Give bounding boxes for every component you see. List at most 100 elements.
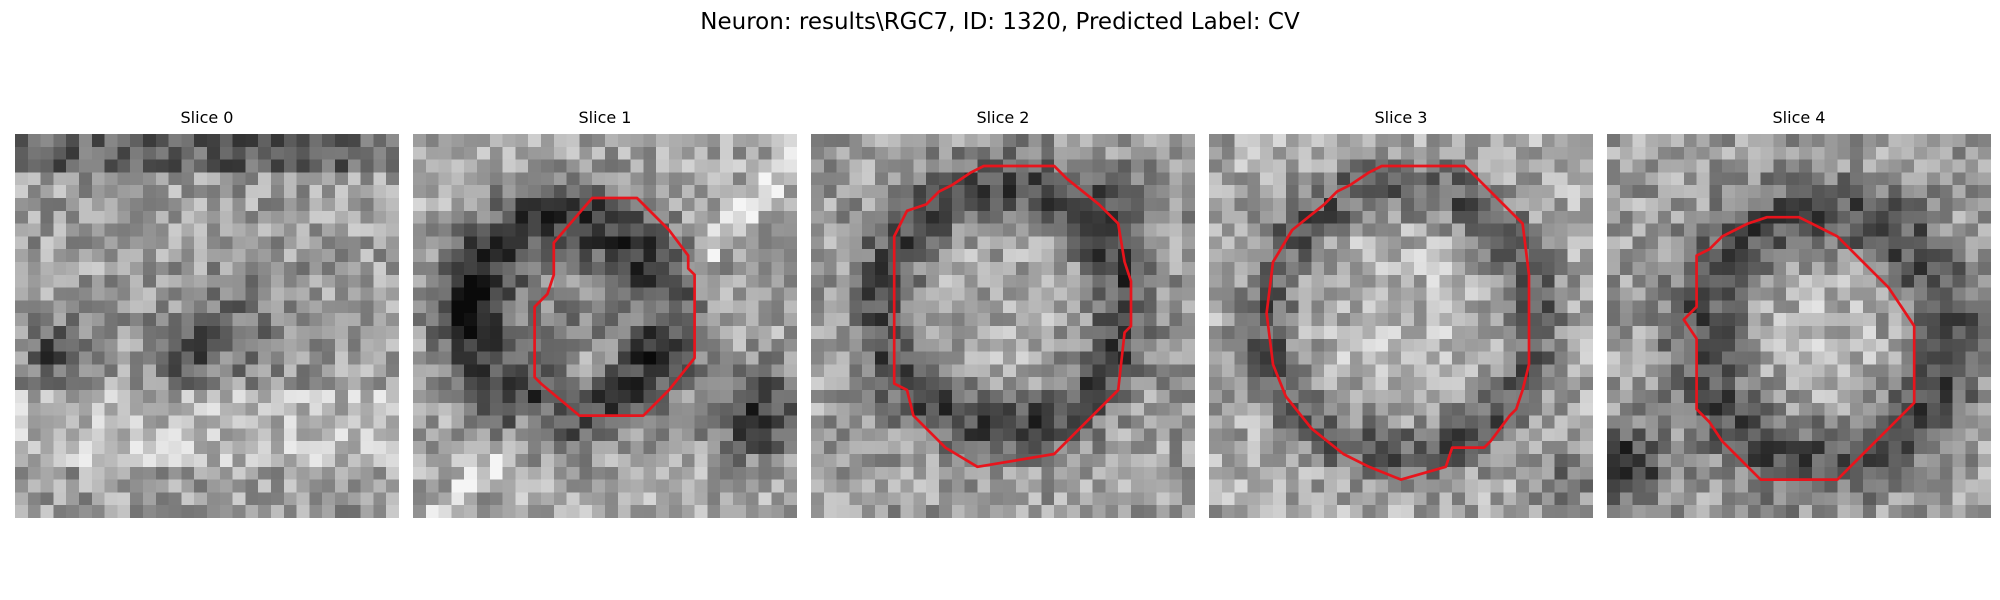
image-pixel [413, 262, 427, 276]
image-pixel [271, 351, 285, 365]
image-pixel [1452, 402, 1466, 416]
image-pixel [232, 454, 246, 468]
image-pixel [592, 210, 606, 224]
image-pixel [477, 364, 491, 378]
image-pixel [643, 287, 657, 301]
image-pixel [117, 274, 131, 288]
image-pixel [386, 172, 399, 186]
image-pixel [1285, 134, 1299, 148]
image-pixel [181, 287, 195, 301]
image-pixel [502, 159, 516, 173]
image-pixel [219, 454, 233, 468]
image-pixel [40, 479, 54, 493]
image-pixel [1169, 236, 1183, 250]
image-pixel [1041, 249, 1055, 263]
image-pixel [347, 454, 361, 468]
image-pixel [1799, 415, 1813, 429]
image-pixel [1324, 313, 1338, 327]
image-pixel [219, 172, 233, 186]
image-pixel [1773, 377, 1787, 391]
image-pixel [283, 185, 297, 199]
image-pixel [771, 466, 785, 480]
image-pixel [1375, 210, 1389, 224]
image-pixel [360, 236, 374, 250]
image-pixel [309, 236, 323, 250]
image-pixel [1079, 146, 1093, 160]
image-pixel [939, 185, 953, 199]
image-pixel [1683, 236, 1697, 250]
image-pixel [1965, 274, 1979, 288]
image-pixel [40, 287, 54, 301]
image-pixel [771, 274, 785, 288]
image-pixel [758, 300, 772, 314]
image-pixel [681, 223, 695, 237]
image-pixel [451, 223, 465, 237]
image-pixel [900, 146, 914, 160]
image-pixel [373, 300, 387, 314]
image-pixel [117, 364, 131, 378]
image-pixel [1092, 415, 1106, 429]
image-pixel [386, 159, 399, 173]
slice-panel-3: Slice 3 [1209, 108, 1593, 518]
image-pixel [875, 146, 889, 160]
image-pixel [155, 249, 169, 263]
image-pixel [1465, 402, 1479, 416]
image-pixel [592, 134, 606, 148]
image-pixel [1234, 198, 1248, 212]
image-pixel [360, 390, 374, 404]
image-pixel [1413, 415, 1427, 429]
image-pixel [1439, 134, 1453, 148]
image-pixel [1143, 249, 1157, 263]
image-pixel [1503, 262, 1517, 276]
image-pixel [515, 159, 529, 173]
image-pixel [1003, 198, 1017, 212]
image-pixel [1028, 326, 1042, 340]
image-pixel [1490, 338, 1504, 352]
image-pixel [1658, 198, 1672, 212]
image-pixel [168, 454, 182, 468]
image-pixel [322, 159, 336, 173]
image-pixel [836, 364, 850, 378]
image-pixel [53, 146, 67, 160]
image-pixel [1465, 492, 1479, 506]
image-pixel [155, 428, 169, 442]
image-pixel [1465, 134, 1479, 148]
image-pixel [515, 287, 529, 301]
image-pixel [1003, 326, 1017, 340]
slice-panel-4: Slice 4 [1607, 108, 1991, 518]
image-pixel [309, 159, 323, 173]
image-pixel [1554, 326, 1568, 340]
image-pixel [515, 454, 529, 468]
image-pixel [1875, 223, 1889, 237]
image-pixel [681, 300, 695, 314]
image-pixel [232, 428, 246, 442]
image-pixel [168, 262, 182, 276]
image-pixel [1503, 185, 1517, 199]
image-pixel [926, 454, 940, 468]
image-pixel [694, 185, 708, 199]
image-pixel [413, 415, 427, 429]
image-pixel [207, 492, 221, 506]
image-pixel [464, 223, 478, 237]
image-pixel [1760, 274, 1774, 288]
image-pixel [271, 274, 285, 288]
image-pixel [784, 492, 797, 506]
image-pixel [194, 262, 208, 276]
image-pixel [143, 466, 157, 480]
image-pixel [1349, 326, 1363, 340]
image-pixel [1349, 479, 1363, 493]
image-pixel [1221, 454, 1235, 468]
image-pixel [296, 223, 310, 237]
image-pixel [849, 274, 863, 288]
image-pixel [464, 338, 478, 352]
image-pixel [1901, 479, 1915, 493]
image-pixel [207, 466, 221, 480]
image-pixel [15, 441, 29, 455]
image-pixel [40, 134, 54, 148]
image-pixel [913, 146, 927, 160]
image-pixel [1015, 377, 1029, 391]
image-pixel [168, 134, 182, 148]
image-pixel [104, 262, 118, 276]
image-pixel [1375, 223, 1389, 237]
image-pixel [1567, 313, 1581, 327]
